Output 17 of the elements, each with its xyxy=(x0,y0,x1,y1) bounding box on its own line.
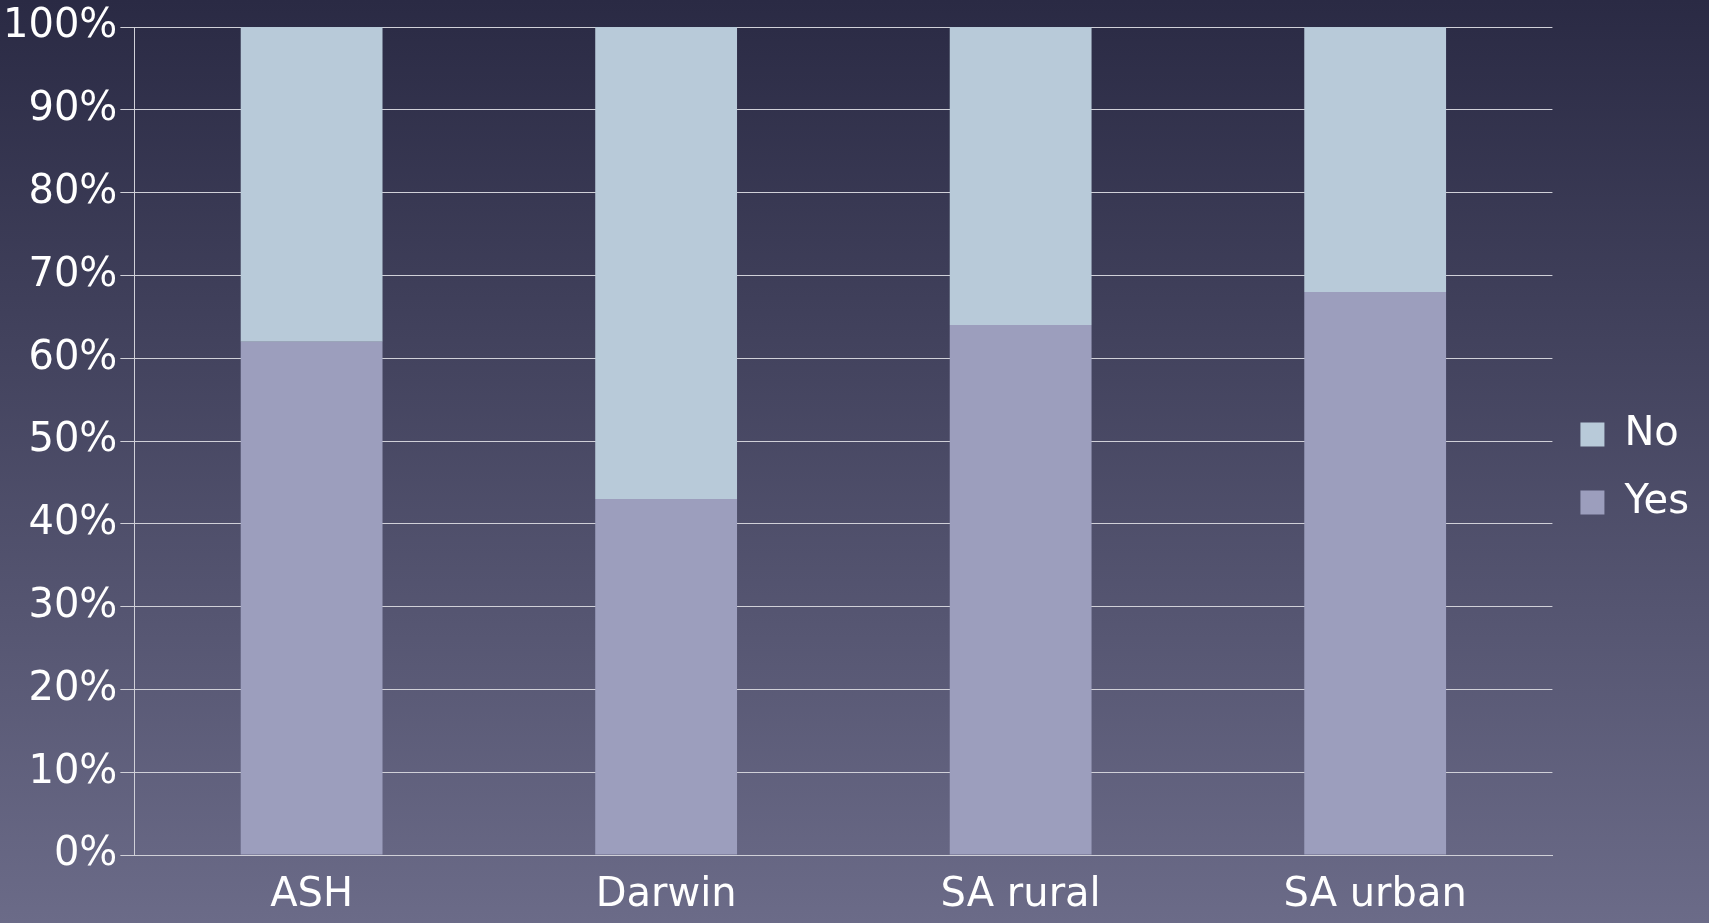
legend-label: Yes xyxy=(1623,475,1690,522)
legend-label: No xyxy=(1624,407,1679,454)
y-tick-label: 40% xyxy=(28,497,118,544)
y-tick-label: 70% xyxy=(28,248,118,295)
x-tick-label: SA rural xyxy=(940,869,1101,916)
y-tick-label: 20% xyxy=(28,662,118,709)
y-tick-label: 100% xyxy=(3,0,118,47)
y-tick-label: 0% xyxy=(53,828,118,875)
y-tick-label: 90% xyxy=(28,83,118,130)
x-tick-label: ASH xyxy=(270,869,354,916)
y-tick-label: 80% xyxy=(28,165,118,212)
y-tick-label: 10% xyxy=(28,745,118,792)
y-tick-label: 30% xyxy=(28,579,118,626)
x-tick-label: SA urban xyxy=(1283,869,1467,916)
y-tick-label: 50% xyxy=(28,414,118,461)
x-tick-label: Darwin xyxy=(595,869,737,916)
y-tick-label: 60% xyxy=(28,331,118,378)
